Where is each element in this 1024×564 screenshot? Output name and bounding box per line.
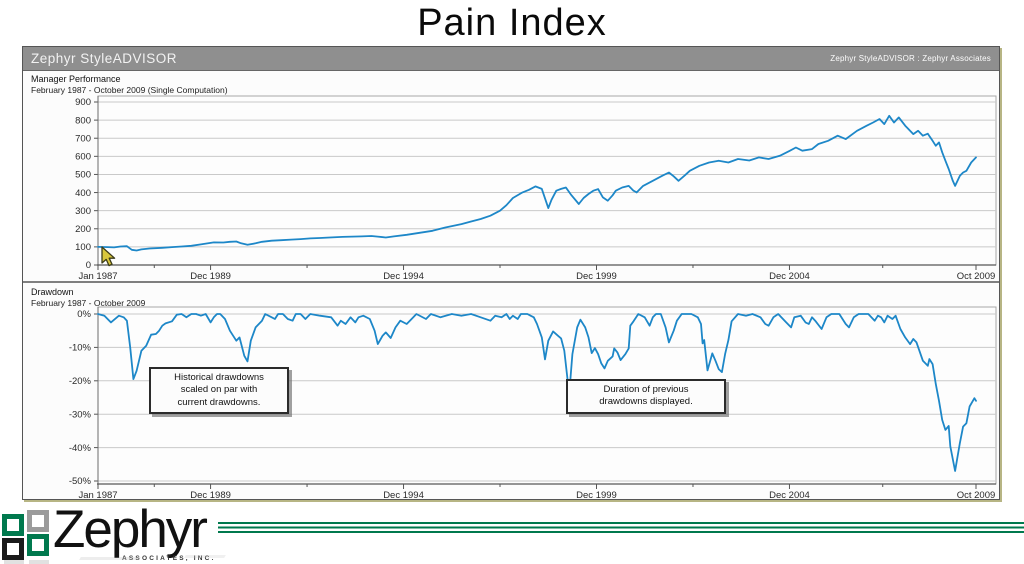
svg-text:800: 800	[75, 115, 91, 126]
svg-text:Dec 1994: Dec 1994	[383, 271, 424, 281]
svg-text:-30%: -30%	[69, 409, 92, 420]
titlebar-right-label: Zephyr StyleADVISOR : Zephyr Associates	[830, 54, 991, 63]
drawdown-chart: 0% -10% -20% -30% -40% -50% Jan 1987 Dec 1989 De…	[69, 306, 997, 499]
svg-text:Dec 1999: Dec 1999	[576, 271, 617, 281]
performance-panel-subtitle: February 1987 - October 2009 (Single Com…	[31, 85, 228, 95]
annotation-line: current drawdowns.	[177, 396, 261, 408]
logo-brand-subtext: ASSOCIATES, INC.	[122, 555, 216, 562]
svg-text:Jan 1987: Jan 1987	[78, 271, 117, 281]
svg-text:Oct 2009: Oct 2009	[957, 271, 996, 281]
svg-text:-20%: -20%	[69, 376, 92, 387]
page-title: Pain Index	[417, 2, 607, 44]
drawdown-panel-title: Drawdown	[31, 287, 74, 297]
logo-reflection	[79, 557, 141, 560]
panel-divider	[23, 281, 999, 283]
svg-text:-40%: -40%	[69, 443, 92, 454]
annotation-drawdown-duration: Duration of previous drawdowns displayed…	[566, 379, 726, 414]
svg-text:Jan 1987: Jan 1987	[78, 490, 117, 499]
svg-text:Dec 1994: Dec 1994	[383, 490, 424, 499]
annotation-line: drawdowns displayed.	[599, 396, 693, 408]
svg-text:-50%: -50%	[69, 476, 92, 487]
svg-text:900: 900	[75, 97, 91, 108]
annotation-historical-drawdowns: Historical drawdowns scaled on par with …	[149, 367, 289, 415]
styleadvisor-window: Zephyr StyleADVISOR Zephyr StyleADVISOR …	[22, 46, 1000, 500]
svg-text:Dec 1989: Dec 1989	[190, 490, 231, 499]
performance-panel-title: Manager Performance	[31, 74, 121, 84]
logo-square-black-bl-icon	[2, 538, 24, 560]
logo-reflection	[29, 560, 49, 564]
svg-text:Dec 1999: Dec 1999	[576, 490, 617, 499]
svg-text:100: 100	[75, 242, 91, 253]
logo-square-green-tl-icon	[2, 514, 24, 536]
logo-rule-lines	[218, 522, 1024, 533]
drawdown-panel-header: Drawdown February 1987 - October 2009	[31, 287, 145, 308]
svg-text:0: 0	[86, 260, 91, 271]
window-titlebar[interactable]: Zephyr StyleADVISOR Zephyr StyleADVISOR …	[23, 47, 999, 71]
logo-reflection	[184, 555, 226, 558]
svg-text:Dec 1989: Dec 1989	[190, 271, 231, 281]
svg-text:300: 300	[75, 206, 91, 217]
drawdown-panel-subtitle: February 1987 - October 2009	[31, 298, 146, 308]
svg-text:600: 600	[75, 152, 91, 163]
svg-text:Dec 2004: Dec 2004	[769, 271, 810, 281]
svg-text:Oct 2009: Oct 2009	[957, 490, 996, 499]
performance-panel-header: Manager Performance February 1987 - Octo…	[31, 74, 228, 95]
svg-text:700: 700	[75, 133, 91, 144]
titlebar-title: Zephyr StyleADVISOR	[31, 51, 178, 66]
zephyr-logo: Zephyr ASSOCIATES, INC.	[0, 505, 1024, 564]
logo-reflection	[4, 560, 24, 564]
svg-text:0%: 0%	[77, 309, 91, 320]
svg-text:200: 200	[75, 224, 91, 235]
svg-text:500: 500	[75, 170, 91, 181]
logo-brand-text: Zephyr	[53, 505, 208, 559]
logo-square-gray-tr-icon	[27, 510, 49, 532]
svg-text:Dec 2004: Dec 2004	[769, 490, 810, 499]
annotation-line: Historical drawdowns	[174, 372, 264, 383]
svg-text:-10%: -10%	[69, 343, 92, 354]
logo-square-green-br-icon	[27, 534, 49, 556]
annotation-line: Duration of previous	[603, 384, 689, 395]
svg-text:400: 400	[75, 188, 91, 199]
annotation-line: scaled on par with	[180, 384, 258, 396]
mouse-cursor-icon	[101, 246, 116, 267]
